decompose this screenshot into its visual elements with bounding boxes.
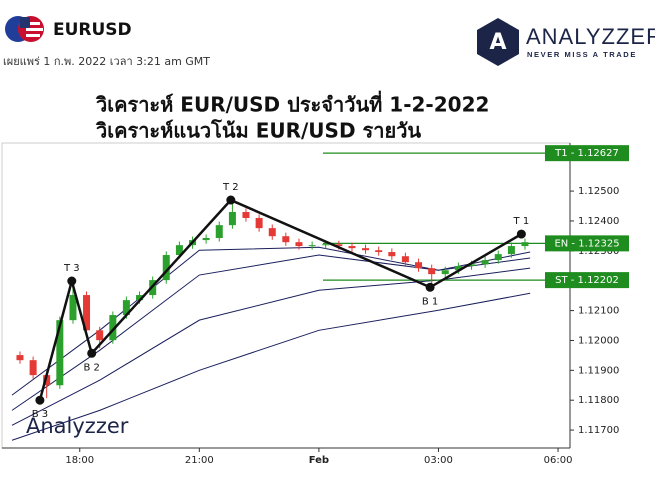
candle-body [96, 330, 104, 341]
pivot-point [226, 195, 236, 205]
candle-body [122, 300, 130, 316]
x-tick-label: 18:00 [65, 455, 94, 466]
candle-body [468, 264, 476, 267]
x-tick-label: 03:00 [424, 455, 453, 466]
candle-body [175, 245, 183, 256]
candle-body [335, 244, 343, 247]
candle-body [83, 295, 91, 331]
level-label: EN - 1.12325 [554, 238, 619, 249]
pivot-label: B 3 [32, 409, 48, 420]
published: เผยแพร่ 1 ก.พ. 2022 เวลา 3:21 am GMT [3, 55, 210, 68]
pivot-point [87, 348, 97, 358]
candle-body [43, 375, 51, 386]
level-box [545, 145, 629, 162]
candle-body [362, 248, 370, 251]
moving-average [11, 292, 531, 441]
candle-body [322, 244, 330, 246]
candle-body [282, 236, 290, 243]
level-box [545, 272, 629, 289]
moving-average [11, 267, 531, 426]
level-label: ST - 1.12202 [555, 275, 619, 286]
candle-body [29, 360, 37, 376]
logo-icon [477, 18, 519, 66]
y-tick-label: 1.12000 [578, 335, 619, 346]
candle-body [415, 262, 423, 269]
logo-letter: A [489, 30, 506, 55]
y-tick-label: 1.11900 [578, 365, 619, 376]
candle-body [348, 246, 356, 249]
y-tick-label: 1.12100 [578, 306, 619, 317]
candle-body [69, 295, 77, 321]
candle-body [215, 225, 223, 238]
pivot-label: T 2 [222, 182, 239, 193]
pivot-label: T 3 [63, 263, 80, 274]
logo-name: ANALYZZER [526, 24, 655, 49]
flag-icon [5, 16, 44, 42]
candle-body [56, 320, 64, 386]
pivot-point [516, 229, 526, 239]
logo-tagline: NEVER MISS A TRADE [527, 50, 637, 59]
candle-body [441, 270, 449, 275]
y-tick-label: 1.11800 [578, 395, 619, 406]
candle-body [16, 355, 24, 361]
y-tick-label: 1.12500 [578, 186, 619, 197]
pivot-label: B 2 [84, 362, 100, 373]
pivot-point [67, 276, 77, 286]
chart-subtitle: วิเคราะห์แนวโน้ม EUR/USD รายวัน [95, 119, 421, 143]
x-tick-label: Feb [309, 455, 329, 466]
x-tick-label: 21:00 [185, 455, 214, 466]
candle-body [136, 295, 144, 301]
level-box [545, 235, 629, 252]
candle-body [242, 212, 250, 218]
candle-body [428, 268, 436, 275]
moving-average [11, 254, 531, 411]
x-tick-label: 06:00 [544, 455, 573, 466]
candle-body [268, 228, 276, 237]
chart-title: วิเคราะห์ EUR/USD ประจำวันที่ 1-2-2022 [95, 90, 489, 117]
candle-body [109, 315, 117, 341]
candle-body [202, 237, 210, 241]
candle-body [401, 256, 409, 263]
pivot-point [35, 395, 45, 405]
moving-average [11, 246, 531, 396]
y-tick-label: 1.12400 [578, 216, 619, 227]
pivot-label: T 1 [513, 216, 530, 227]
pivot-label: B 1 [422, 296, 438, 307]
zigzag-line [38, 198, 523, 401]
candle-body [521, 242, 529, 247]
pivot-point [425, 282, 435, 292]
candle-body [375, 250, 383, 253]
candle-body [255, 217, 263, 229]
candle-body [295, 242, 303, 247]
candle-body [507, 246, 515, 255]
candle-body [481, 260, 489, 265]
symbol: EURUSD [53, 20, 132, 40]
candle-body [494, 254, 502, 261]
candle-body [228, 212, 236, 226]
candle-body [308, 245, 316, 247]
level-label: T1 - 1.12627 [554, 148, 619, 159]
y-tick-label: 1.11700 [578, 425, 619, 436]
candle-body [388, 252, 396, 257]
candle-body [454, 266, 462, 271]
candle-body [162, 255, 170, 281]
